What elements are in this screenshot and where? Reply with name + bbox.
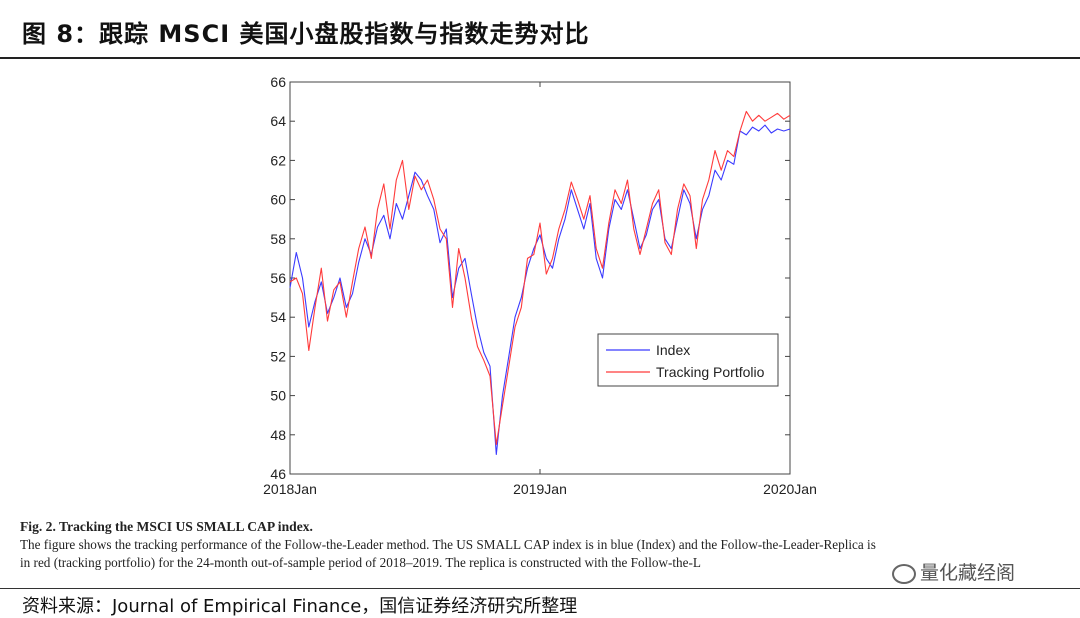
legend-label-1: Tracking Portfolio: [656, 364, 765, 380]
x-tick-label-1: 2019Jan: [513, 481, 567, 497]
y-tick-label-6: 58: [270, 231, 286, 247]
y-tick-label-1: 48: [270, 427, 286, 443]
y-tick-label-3: 52: [270, 348, 286, 364]
x-tick-label-2: 2020Jan: [763, 481, 817, 497]
y-tick-label-0: 46: [270, 466, 286, 482]
caption-line-2: in red (tracking portfolio) for the 24-m…: [20, 555, 701, 570]
caption-line-1: The figure shows the tracking performanc…: [20, 537, 876, 552]
legend-label-0: Index: [656, 342, 690, 358]
watermark-text: 量化藏经阁: [920, 562, 1016, 584]
x-tick-label-0: 2018Jan: [263, 481, 317, 497]
figure-title: 图 8：跟踪 MSCI 美国小盘股指数与指数走势对比: [22, 20, 590, 48]
y-tick-label-7: 60: [270, 192, 286, 208]
figure-header: 图 8：跟踪 MSCI 美国小盘股指数与指数走势对比: [0, 0, 1080, 59]
y-tick-label-9: 64: [270, 113, 286, 129]
y-tick-label-8: 62: [270, 152, 286, 168]
watermark: 量化藏经阁: [888, 558, 1020, 585]
caption-title: Fig. 2. Tracking the MSCI US SMALL CAP i…: [20, 519, 313, 534]
series-line-1: [289, 110, 791, 446]
figure-caption: Fig. 2. Tracking the MSCI US SMALL CAP i…: [20, 518, 1070, 572]
footer-rule: [0, 588, 1080, 589]
y-tick-label-2: 50: [270, 388, 286, 404]
source-note: 资料来源：Journal of Empirical Finance，国信证券经济…: [22, 596, 578, 617]
plot-frame: [289, 81, 791, 475]
header-rule: [0, 57, 1080, 59]
chart-container: 46 48 50 52 54 56 58 60 62 64 66 2018Jan 2019Jan 2020…: [260, 70, 820, 510]
wechat-icon: [892, 563, 916, 584]
line-chart: 46 48 50 52 54 56 58 60 62 64 66 2018Jan 2019Jan 2020…: [263, 74, 817, 497]
y-tick-label-10: 66: [270, 74, 286, 90]
legend-box: [597, 333, 779, 387]
y-tick-label-4: 54: [270, 309, 286, 325]
y-tick-label-5: 56: [270, 270, 286, 286]
